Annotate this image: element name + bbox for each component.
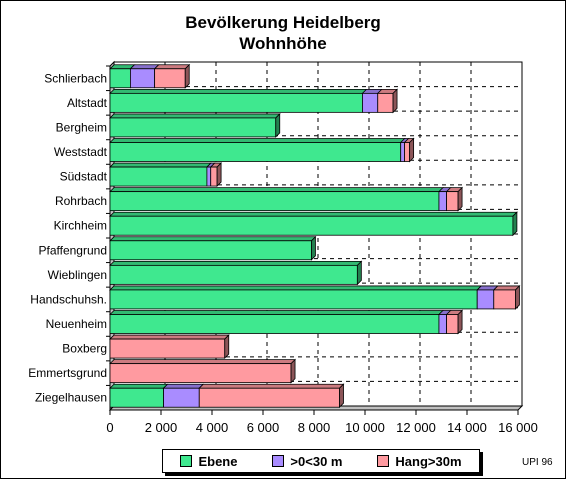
- legend: Ebene >0<30 m Hang>30m: [162, 449, 480, 473]
- bar-segment: [210, 166, 218, 187]
- bar-segment: [109, 142, 402, 162]
- bar-top: [109, 236, 317, 242]
- bar-side: [392, 88, 398, 114]
- y-tick-label: Kirchheim: [54, 219, 107, 233]
- title-line-1: Bevölkerung Heidelberg: [185, 13, 381, 32]
- bar-top: [109, 334, 230, 340]
- legend-swatch-hang: [377, 455, 390, 467]
- bar-segment: [154, 68, 186, 89]
- bar-side: [339, 383, 344, 409]
- title-line-2: Wohnhöhe: [239, 34, 327, 53]
- y-tick-label: Rohrbach: [55, 194, 107, 208]
- bar-segment: [198, 387, 340, 408]
- bar-side: [216, 162, 222, 188]
- bar-segment: [109, 264, 358, 285]
- y-tick-label: Altstadt: [67, 96, 108, 110]
- credit-label: UPI 96: [522, 457, 553, 468]
- x-tick-label: 16 000: [498, 420, 538, 435]
- bar-segment: [404, 142, 411, 162]
- bar-side: [457, 309, 463, 335]
- bar-segment: [109, 387, 164, 408]
- bar-top: [109, 285, 483, 291]
- bar-top: [109, 113, 281, 119]
- bar-segment: [109, 240, 312, 261]
- bar-segment: [109, 215, 514, 236]
- legend-label-hang: Hang>30m: [395, 453, 462, 469]
- legend-label-ebene: Ebene: [198, 453, 238, 469]
- legend-item-hang: Hang>30m: [377, 453, 462, 469]
- x-tick-label: 8 000: [298, 420, 331, 435]
- bar-side: [512, 211, 518, 237]
- y-tick-label: Bergheim: [56, 120, 107, 134]
- y-tick-label: Schlierbach: [44, 71, 107, 85]
- x-tick-label: 2 000: [145, 420, 178, 435]
- bar-side: [184, 63, 190, 89]
- bar-top: [198, 383, 345, 389]
- bar-segment: [109, 338, 226, 359]
- bar-top: [109, 88, 368, 94]
- bar-segment: [109, 314, 440, 334]
- bar-segment: [446, 191, 459, 212]
- bar-top: [109, 138, 406, 143]
- y-tick-label: Boxberg: [62, 342, 107, 356]
- legend-item-ebene: Ebene: [180, 454, 237, 469]
- bar-side: [290, 358, 296, 384]
- y-tick-label: Emmertsgrund: [28, 366, 107, 380]
- x-tick-label: 4 000: [196, 420, 229, 435]
- x-tick-label: 6 000: [247, 420, 280, 435]
- bar-segment: [109, 166, 208, 187]
- bar-segment: [109, 68, 131, 89]
- bar-segment: [109, 117, 277, 138]
- bar-side: [457, 186, 463, 212]
- bar-segment: [476, 289, 495, 310]
- legend-swatch-low-slope: [272, 455, 285, 467]
- x-tick-label: 10 000: [345, 420, 385, 435]
- legend-swatch-ebene: [180, 455, 193, 467]
- bar-top: [153, 64, 191, 70]
- y-tick-label: Pfaffengrund: [38, 243, 107, 257]
- y-tick-label: Neuenheim: [46, 317, 107, 331]
- bar-side: [275, 112, 281, 138]
- bar-segment: [446, 314, 459, 334]
- bar-side: [515, 284, 520, 310]
- y-tick-label: Südstadt: [60, 170, 108, 184]
- y-tick-label: Ziegelhausen: [35, 391, 107, 405]
- legend-item-low-slope: >0<30 m: [272, 454, 342, 469]
- bar-segment: [129, 68, 156, 89]
- bar-top: [109, 162, 212, 168]
- bar-side: [409, 137, 415, 163]
- bar-segment: [163, 387, 200, 408]
- bar-side: [311, 235, 316, 261]
- x-tick-label: 14 000: [447, 420, 487, 435]
- bar-side: [224, 334, 230, 360]
- bar-segment: [438, 191, 448, 212]
- bar-segment: [109, 92, 363, 113]
- chart-title: Bevölkerung Heidelberg Wohnhöhe: [0, 12, 566, 54]
- y-tick-label: Handschuhsh.: [30, 292, 107, 306]
- bar-top: [109, 310, 444, 315]
- bar-segment: [109, 289, 478, 310]
- bar-top: [162, 383, 205, 389]
- bar-top: [109, 359, 297, 365]
- bar-segment: [400, 142, 405, 162]
- bar-top: [109, 211, 518, 217]
- bar-top: [109, 187, 444, 193]
- bar-segment: [109, 363, 292, 384]
- bar-segment: [109, 191, 440, 212]
- bar-side: [356, 260, 362, 286]
- bar-segment: [438, 314, 448, 334]
- bar-top: [109, 383, 169, 389]
- bar-segment: [493, 289, 516, 310]
- legend-label-low-slope: >0<30 m: [290, 453, 343, 469]
- bar-top: [129, 64, 160, 70]
- bar-top: [109, 260, 363, 266]
- bar-segment: [206, 166, 212, 187]
- bar-segment: [377, 92, 394, 113]
- x-tick-label: 0: [106, 420, 113, 435]
- x-tick-label: 12 000: [396, 420, 436, 435]
- y-tick-label: Weststadt: [54, 145, 108, 159]
- y-tick-label: Wieblingen: [48, 268, 107, 282]
- bar-segment: [362, 92, 379, 113]
